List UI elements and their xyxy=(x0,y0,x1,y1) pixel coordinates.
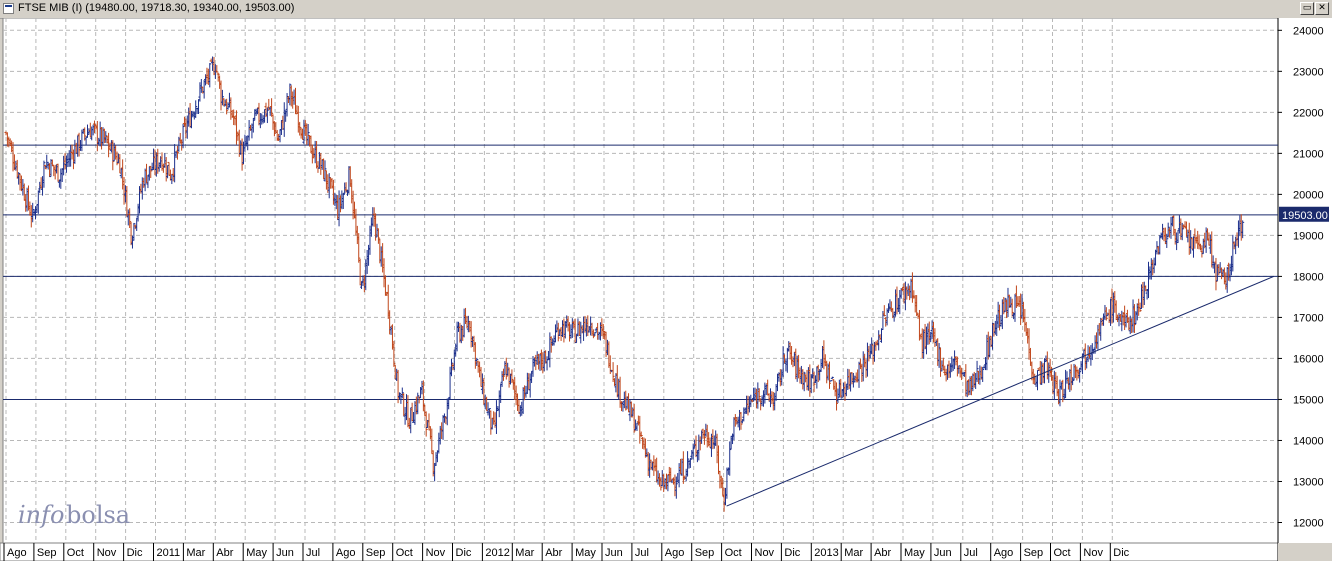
x-tick-label: Ago xyxy=(336,547,356,559)
x-tick-label: Oct xyxy=(67,547,84,559)
x-tick-label: Dic xyxy=(456,547,472,559)
x-tick-label: Dic xyxy=(1113,547,1129,559)
y-tick-label: 20000 xyxy=(1293,189,1324,201)
x-tick-label: 2012 xyxy=(485,547,509,559)
x-tick-label: Jul xyxy=(964,547,978,559)
x-tick-label: Sep xyxy=(1024,547,1044,559)
y-tick-label: 24000 xyxy=(1293,25,1324,37)
y-tick-label: 23000 xyxy=(1293,66,1324,78)
x-tick-label: Oct xyxy=(1054,547,1071,559)
plot-area xyxy=(2,18,1279,544)
y-tick-label: 22000 xyxy=(1293,107,1324,119)
y-tick-label: 19000 xyxy=(1293,230,1324,242)
x-tick-label: Oct xyxy=(725,547,742,559)
watermark-info: info xyxy=(18,501,64,529)
x-tick-label: May xyxy=(246,547,267,559)
chart-window-icon xyxy=(3,3,14,14)
last-price-label: 19503.00 xyxy=(1282,210,1328,222)
x-tick-label: Sep xyxy=(37,547,57,559)
corner-pad xyxy=(1278,543,1332,561)
x-tick-label: Dic xyxy=(127,547,143,559)
x-tick-label: Mar xyxy=(515,547,534,559)
x-tick-label: Nov xyxy=(1083,547,1103,559)
y-tick-label: 13000 xyxy=(1293,476,1324,488)
trendline xyxy=(726,275,1274,507)
x-tick-label: Mar xyxy=(186,547,205,559)
x-tick-label: Abr xyxy=(874,547,891,559)
y-tick-label: 15000 xyxy=(1293,394,1324,406)
x-tick-label: Ago xyxy=(7,547,27,559)
x-tick-label: Abr xyxy=(216,547,233,559)
x-tick-label: Sep xyxy=(366,547,386,559)
x-tick-label: Jul xyxy=(306,547,320,559)
close-button[interactable]: ✕ xyxy=(1315,2,1329,15)
y-tick-label: 14000 xyxy=(1293,435,1324,447)
title-bar: FTSE MIB (I) (19480.00, 19718.30, 19340.… xyxy=(0,0,1332,19)
x-tick-label: Nov xyxy=(426,547,446,559)
x-tick-label: 2011 xyxy=(157,547,181,559)
x-tick-label: May xyxy=(575,547,596,559)
x-tick-label: Jun xyxy=(605,547,623,559)
last-price-badge xyxy=(1279,206,1329,222)
x-tick-label: Oct xyxy=(396,547,413,559)
x-tick-label: 2013 xyxy=(814,547,838,559)
y-tick-label: 17000 xyxy=(1293,312,1324,324)
window-title: FTSE MIB (I) (19480.00, 19718.30, 19340.… xyxy=(18,2,295,14)
y-tick-label: 16000 xyxy=(1293,353,1324,365)
x-tick-label: Mar xyxy=(844,547,863,559)
x-tick-label: Sep xyxy=(695,547,715,559)
restore-button[interactable]: ▭ xyxy=(1300,2,1314,15)
x-tick-label: Jul xyxy=(635,547,649,559)
x-tick-label: Nov xyxy=(755,547,775,559)
x-tick-label: Abr xyxy=(545,547,562,559)
y-tick-label: 21000 xyxy=(1293,148,1324,160)
x-tick-label: Ago xyxy=(994,547,1014,559)
y-tick-label: 18000 xyxy=(1293,271,1324,283)
x-tick-label: Jun xyxy=(934,547,952,559)
x-tick-label: Dic xyxy=(784,547,800,559)
price-chart: 12000 13000 14000 15000 16000 17000 18000 19000… xyxy=(0,18,1332,561)
x-tick-label: Ago xyxy=(665,547,685,559)
x-tick-label: Jun xyxy=(276,547,294,559)
y-axis-panel xyxy=(1278,18,1332,543)
x-tick-label: Nov xyxy=(97,547,117,559)
watermark-bolsa: bolsa xyxy=(66,501,130,529)
x-tick-label: May xyxy=(904,547,925,559)
y-tick-label: 12000 xyxy=(1293,517,1324,529)
